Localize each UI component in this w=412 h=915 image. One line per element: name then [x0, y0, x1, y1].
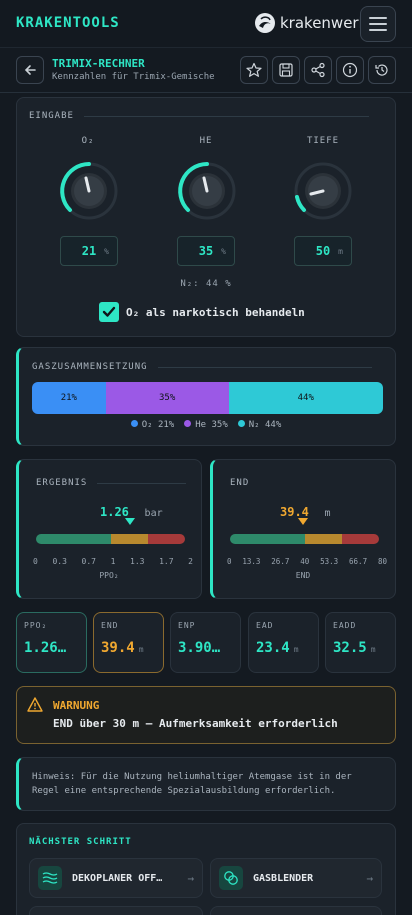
end-gauge-unit: m — [324, 508, 331, 519]
waves-icon — [42, 872, 58, 884]
stat-enp[interactable]: ENP 3.90… — [170, 612, 241, 673]
star-icon — [246, 62, 262, 77]
ppo2-unit: bar — [144, 508, 163, 519]
page-title: TRIMIX-RECHNER — [52, 57, 145, 70]
n2-readout: N₂: 44 % — [180, 279, 232, 289]
checkmark-icon — [102, 306, 116, 317]
o2-value: 21 — [81, 244, 97, 258]
he-value: 35 — [198, 244, 214, 258]
depth-value: 50 — [315, 244, 331, 258]
top-app-bar — [0, 0, 412, 48]
next-step-label: NÄCHSTER SCHRITT — [29, 837, 132, 847]
open-deco-planner-button[interactable]: DEKOPLANER ÖFF… → — [29, 858, 203, 898]
save-icon — [279, 63, 293, 77]
info-icon — [342, 62, 358, 78]
arrow-left-icon — [24, 65, 36, 75]
ppo2-gauge-bar — [36, 534, 185, 544]
history-button[interactable] — [368, 56, 396, 84]
next-step-button-4[interactable] — [210, 906, 382, 915]
result-value-row: 1.26 bar — [100, 501, 163, 520]
depth-unit: m — [338, 246, 343, 256]
he-value-field[interactable]: 35 % — [177, 236, 235, 266]
ppo2-marker — [124, 518, 135, 525]
warning-title: WARNUNG — [53, 699, 100, 712]
hint-text: Hinweis: Für die Nutzung heliumhaltiger … — [32, 772, 352, 796]
hamburger-icon — [369, 17, 387, 19]
he-segment: 35% — [105, 382, 229, 414]
end-axis-label: END — [295, 571, 311, 580]
he-label: HE — [199, 136, 213, 146]
stat-eadd[interactable]: EADD 32.5 m — [325, 612, 396, 673]
warning-text: END über 30 m – Aufmerksamkeit erforderl… — [53, 717, 338, 730]
stat-ppo2[interactable]: PPO₂ 1.26… — [16, 612, 87, 673]
legend-n2: N₂ 44% — [237, 420, 281, 430]
ppo2-value: 1.26 — [100, 505, 129, 519]
end-card — [210, 459, 396, 599]
composition-section-label: GASZUSAMMENSETZUNG — [32, 362, 372, 372]
ppo2-ticks: 0 0.3 0.7 1 1.3 1.7 2 — [33, 557, 193, 566]
page-subtitle: Kennzahlen für Trimix-Gemische — [52, 72, 215, 82]
end-gauge-bar — [230, 534, 379, 544]
end-ticks: 0 13.3 26.7 40 53.3 66.7 80 — [227, 557, 387, 566]
o2-segment: 21% — [32, 382, 106, 414]
end-gauge-value: 39.4 — [280, 505, 309, 519]
depth-value-field[interactable]: 50 m — [294, 236, 352, 266]
o2-narcotic-checkbox[interactable] — [99, 302, 119, 322]
legend-he: He 35% — [184, 420, 228, 430]
back-button[interactable] — [16, 56, 44, 84]
warning-banner — [16, 686, 396, 744]
result-section-label: ERGEBNIS — [36, 478, 186, 488]
gas-blender-button[interactable]: GASBLENDER → — [210, 858, 382, 898]
stat-end[interactable]: END 39.4 m — [93, 612, 164, 673]
n2-segment: 44% — [228, 382, 383, 414]
depth-knob[interactable] — [293, 161, 353, 221]
stat-ead[interactable]: EAD 23.4 m — [248, 612, 319, 673]
he-knob[interactable] — [177, 161, 237, 221]
arrow-right-icon: → — [187, 871, 194, 885]
save-button[interactable] — [272, 56, 300, 84]
logo-text: krakenwerk — [280, 14, 368, 32]
menu-button[interactable] — [360, 6, 396, 42]
o2-unit: % — [104, 246, 109, 256]
composition-legend: O₂ 21% He 35% N₂ 44% — [0, 420, 412, 430]
result-card — [16, 459, 202, 599]
end-value-row: 39.4 m — [280, 501, 331, 520]
header-divider — [0, 92, 412, 93]
info-button[interactable] — [336, 56, 364, 84]
warning-icon — [27, 697, 43, 712]
input-section-label: EINGABE — [29, 111, 369, 121]
arrow-right-icon: → — [366, 871, 373, 885]
legend-o2: O₂ 21% — [130, 420, 174, 430]
o2-value-field[interactable]: 21 % — [60, 236, 118, 266]
blend-icon — [224, 871, 238, 885]
share-button[interactable] — [304, 56, 332, 84]
share-icon — [311, 62, 325, 78]
next-step-button-3[interactable] — [29, 906, 203, 915]
he-unit: % — [221, 246, 226, 256]
history-icon — [375, 64, 388, 76]
hint-card — [16, 757, 396, 811]
end-marker — [298, 518, 309, 525]
end-section-label: END — [230, 478, 250, 488]
kraken-logo-icon — [255, 13, 275, 33]
ppo2-axis-label: PPO₂ — [99, 571, 119, 580]
brand-name[interactable]: KRAKENTOOLS — [16, 15, 120, 31]
krakenwerk-logo: krakenwerk — [254, 12, 367, 34]
o2-label: O₂ — [81, 136, 95, 146]
depth-label: TIEFE — [306, 136, 340, 146]
o2-narcotic-label[interactable]: O₂ als narkotisch behandeln — [126, 306, 305, 319]
favorite-button[interactable] — [240, 56, 268, 84]
o2-knob[interactable] — [59, 161, 119, 221]
composition-bar: 21% 35% 44% — [32, 382, 383, 414]
